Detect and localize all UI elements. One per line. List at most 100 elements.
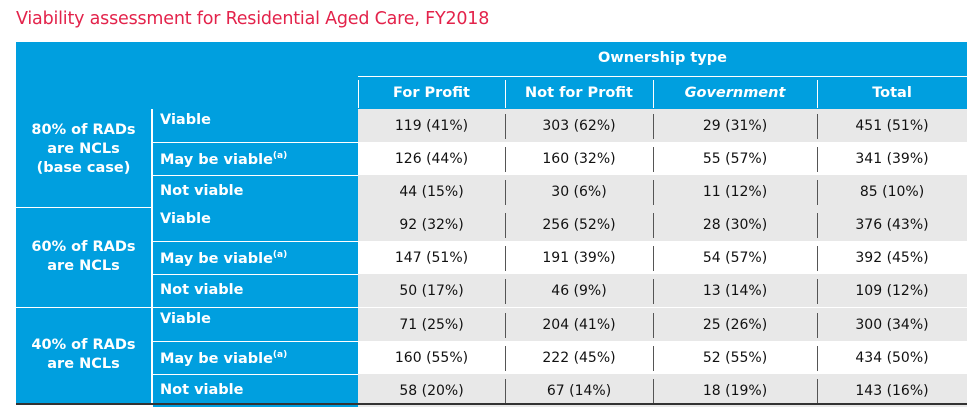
footnote-marker: (a): [272, 151, 288, 161]
table-cell: 160 (32%): [542, 150, 616, 167]
page-title: Viability assessment for Residential Age…: [16, 9, 490, 29]
cell-separator: [653, 213, 654, 238]
row-label-cell: [153, 341, 358, 374]
table-cell: 109 (12%): [855, 282, 929, 299]
row-divider: [153, 241, 358, 242]
row-label: Not viable: [160, 183, 243, 199]
table-row: 92 (32%) 256 (52%) 28 (30%) 376 (43%): [358, 208, 967, 241]
group-label-line: (base case): [36, 160, 131, 176]
table-cell: 126 (44%): [394, 150, 469, 167]
row-label-cell: [153, 274, 358, 307]
cell-separator: [653, 313, 654, 338]
cell-separator: [505, 379, 506, 404]
row-label-text: Not viable: [160, 183, 244, 199]
cell-separator: [653, 180, 654, 205]
row-label: May be viable(a): [160, 350, 287, 367]
row-label-cell: [153, 308, 358, 341]
table-cell: 13 (14%): [702, 282, 768, 299]
table-row: 160 (55%) 222 (45%) 52 (55%) 434 (50%): [358, 341, 967, 374]
column-header-not-for-profit: Not for Profit: [525, 85, 633, 101]
table-cell: 191 (39%): [542, 249, 616, 266]
cell-separator: [505, 313, 506, 338]
viability-table: Ownership type For Profit Not for Profit…: [16, 42, 967, 407]
table-row: 50 (17%) 46 (9%) 13 (14%) 109 (12%): [358, 274, 967, 307]
group-label-line: 40% of RADs: [31, 337, 136, 353]
table-cell: 204 (41%): [542, 316, 616, 333]
table-row: 119 (41%) 303 (62%) 29 (31%) 451 (51%): [358, 109, 967, 142]
footnote-marker: (a): [272, 250, 288, 260]
table-cell: 58 (20%): [399, 382, 464, 399]
table-cell: 55 (57%): [702, 150, 768, 167]
header-divider: [358, 76, 967, 77]
table-row: 126 (44%) 160 (32%) 55 (57%) 341 (39%): [358, 142, 967, 175]
row-label-cell: [153, 208, 358, 241]
table-cell: 67 (14%): [546, 382, 612, 399]
table-row: 147 (51%) 191 (39%) 54 (57%) 392 (45%): [358, 241, 967, 274]
row-label: Not viable: [160, 282, 243, 298]
cell-separator: [505, 213, 506, 238]
table-cell: 143 (16%): [855, 382, 929, 399]
table-cell: 160 (55%): [394, 349, 469, 366]
table-cell: 25 (26%): [702, 316, 768, 333]
row-divider: [153, 341, 358, 342]
row-label-text: Viable: [160, 211, 211, 227]
group-label-line: are NCLs: [47, 258, 120, 274]
table-cell: 119 (41%): [394, 117, 469, 134]
row-divider: [153, 175, 358, 176]
footnote-marker: (a): [272, 350, 288, 360]
table-row: 44 (15%) 30 (6%) 11 (12%) 85 (10%): [358, 175, 967, 208]
table-row: 58 (20%) 67 (14%) 18 (19%) 143 (16%): [358, 374, 967, 407]
table-cell: 222 (45%): [542, 349, 616, 366]
row-label-text: Viable: [160, 112, 211, 128]
cell-separator: [817, 246, 818, 271]
cell-separator: [653, 114, 654, 139]
row-label: Not viable: [160, 382, 243, 398]
column-header-government: Government: [684, 85, 786, 101]
table-cell: 18 (19%): [702, 382, 768, 399]
table-cell: 28 (30%): [702, 216, 768, 233]
row-label-cell: [153, 142, 358, 175]
row-divider: [153, 374, 358, 375]
cell-separator: [505, 147, 506, 172]
row-label-cell: [153, 109, 358, 142]
table-row: 71 (25%) 204 (41%) 25 (26%) 300 (34%): [358, 308, 967, 341]
table-cell: 11 (12%): [702, 183, 768, 200]
cell-separator: [653, 147, 654, 172]
table-cell: 451 (51%): [855, 117, 929, 134]
row-label-text: Viable: [160, 311, 211, 327]
table-cell: 50 (17%): [399, 282, 464, 299]
row-label: May be viable(a): [160, 250, 287, 267]
table-cell: 44 (15%): [399, 183, 464, 200]
table-cell: 434 (50%): [855, 349, 929, 366]
table-cell: 376 (43%): [855, 216, 929, 233]
cell-separator: [505, 114, 506, 139]
table-cell: 30 (6%): [551, 183, 607, 200]
cell-separator: [505, 279, 506, 304]
cell-separator: [653, 246, 654, 271]
cell-separator: [817, 147, 818, 172]
column-separator: [505, 80, 506, 108]
table-cell: 303 (62%): [542, 117, 616, 134]
row-label: Viable: [160, 311, 211, 327]
ownership-type-header: Ownership type: [598, 50, 727, 66]
column-separator: [653, 80, 654, 108]
table-header: Ownership type For Profit Not for Profit…: [16, 42, 967, 109]
cell-separator: [653, 346, 654, 371]
group-cell: 60% of RADs are NCLs: [16, 208, 151, 307]
row-label-text: Not viable: [160, 382, 244, 398]
row-label: Viable: [160, 211, 211, 227]
cell-separator: [653, 279, 654, 304]
column-separator: [817, 80, 818, 108]
table-cell: 29 (31%): [702, 117, 768, 134]
group-cell: 80% of RADs are NCLs (base case): [16, 109, 151, 207]
group-label-line: are NCLs: [47, 356, 120, 372]
cell-separator: [817, 379, 818, 404]
row-label: Viable: [160, 112, 211, 128]
cell-separator: [817, 213, 818, 238]
row-label-text: May be viable: [160, 152, 273, 168]
table-cell: 256 (52%): [542, 216, 616, 233]
table-cell: 147 (51%): [394, 249, 469, 266]
table-cell: 46 (9%): [551, 282, 607, 299]
group-label-line: 60% of RADs: [31, 239, 136, 255]
group-cell: 40% of RADs are NCLs: [16, 308, 151, 403]
